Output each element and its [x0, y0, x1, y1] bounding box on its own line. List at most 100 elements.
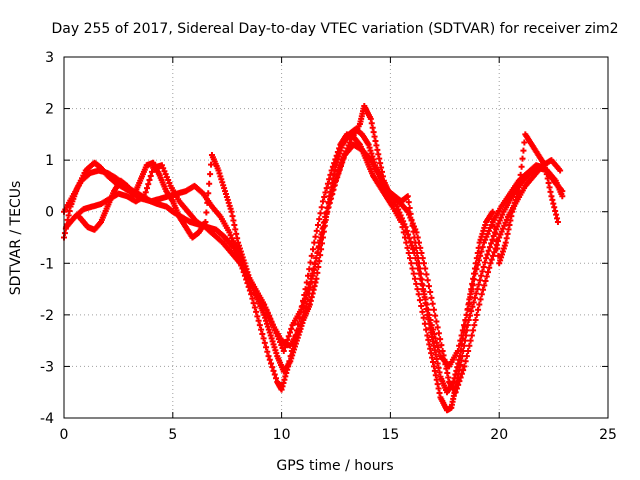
y-tick-label: -2: [40, 308, 54, 324]
data-point: [411, 275, 418, 282]
data-point: [416, 265, 423, 272]
x-tick-label: 0: [60, 427, 69, 443]
data-point: [419, 308, 426, 315]
data-point: [408, 242, 415, 249]
data-point: [433, 318, 440, 325]
data-point: [405, 231, 412, 238]
data-point: [491, 223, 498, 230]
data-point: [473, 311, 480, 318]
data-point: [489, 252, 496, 259]
data-point: [457, 353, 464, 360]
data-point: [260, 335, 267, 342]
data-point: [413, 244, 420, 251]
data-point: [471, 265, 478, 272]
data-point: [319, 240, 326, 247]
data-point: [463, 311, 470, 318]
data-point: [419, 282, 426, 289]
data-point: [474, 249, 481, 256]
data-point: [490, 216, 497, 223]
data-point: [288, 325, 295, 332]
data-point: [312, 233, 319, 240]
data-point: [414, 249, 421, 256]
data-point: [476, 277, 483, 284]
data-point: [422, 265, 429, 272]
data-point: [405, 199, 412, 206]
axis-ticks: 0 5 10 15 20 25 -4 -3 -2 -1 0 1 2 3: [40, 50, 617, 443]
data-point: [408, 260, 415, 267]
data-point: [406, 255, 413, 262]
data-point: [516, 179, 523, 186]
data-point: [494, 245, 501, 252]
data-point: [303, 291, 310, 298]
data-point: [258, 326, 265, 333]
data-point: [414, 286, 421, 293]
y-tick-label: 0: [45, 205, 54, 221]
data-point: [404, 193, 411, 200]
data-point: [489, 208, 496, 215]
data-point: [423, 271, 430, 278]
data-point: [298, 306, 305, 313]
data-point: [483, 255, 490, 262]
data-point: [250, 300, 257, 307]
data-point: [464, 306, 471, 313]
data-point: [409, 222, 416, 229]
data-point: [147, 172, 154, 179]
data-point: [413, 280, 420, 287]
data-point: [308, 275, 315, 282]
data-point: [309, 246, 316, 253]
x-tick-label: 25: [599, 427, 617, 443]
data-point: [313, 275, 320, 282]
data-point: [474, 286, 481, 293]
data-point: [422, 300, 429, 307]
data-point: [432, 312, 439, 319]
plot-frame: [63, 56, 609, 419]
data-point: [493, 238, 500, 245]
data-point: [460, 329, 467, 336]
y-tick-label: 3: [45, 50, 54, 66]
data-point: [469, 280, 476, 287]
data-point: [519, 155, 526, 162]
data-point: [415, 255, 422, 262]
data-point: [263, 344, 270, 351]
data-point: [485, 269, 492, 276]
data-point: [453, 385, 460, 392]
data-point: [470, 327, 477, 334]
data-point: [438, 342, 445, 349]
data-point: [406, 205, 413, 212]
data-point: [325, 199, 332, 206]
data-point: [412, 239, 419, 246]
data-point: [455, 381, 462, 388]
data-point: [340, 155, 347, 162]
data-point: [488, 256, 495, 263]
data-point: [269, 364, 276, 371]
x-tick-label: 15: [381, 427, 399, 443]
data-point: [402, 224, 409, 231]
y-tick-label: 2: [45, 102, 54, 118]
data-point: [475, 306, 482, 313]
data-point: [317, 210, 324, 217]
data-point: [482, 277, 489, 284]
data-point: [321, 193, 328, 200]
data-point: [466, 342, 473, 349]
data-point: [282, 344, 289, 351]
data-point: [475, 244, 482, 251]
data-point: [462, 317, 469, 324]
data-point: [428, 294, 435, 301]
data-point: [475, 281, 482, 288]
data-point: [264, 348, 271, 355]
x-tick-label: 20: [490, 427, 508, 443]
data-point: [314, 221, 321, 228]
data-point: [559, 193, 566, 200]
data-point: [557, 167, 564, 174]
data-point: [471, 270, 478, 277]
data-point: [141, 193, 148, 200]
data-point: [461, 323, 468, 330]
data-point: [271, 371, 278, 378]
data-point: [456, 378, 463, 385]
data-point: [259, 331, 266, 338]
data-point: [301, 295, 308, 302]
data-point: [470, 275, 477, 282]
data-point: [273, 375, 280, 382]
data-point: [310, 265, 317, 272]
data-point: [423, 305, 430, 312]
